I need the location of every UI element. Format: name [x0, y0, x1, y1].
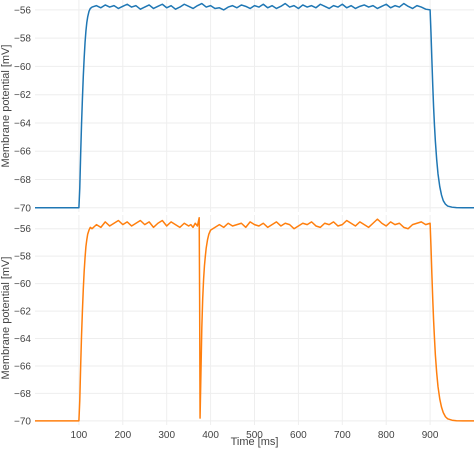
- top-y-tick-label: −60: [14, 62, 31, 73]
- top-y-tick-label: −70: [14, 203, 31, 214]
- bottom-y-tick-label: −70: [14, 416, 31, 427]
- top-y-tick-label: −62: [14, 90, 31, 101]
- bottom-y-tick-label: −56: [14, 224, 31, 235]
- top-y-tick-label: −58: [14, 34, 31, 45]
- bottom-y-tick-label: −62: [14, 307, 31, 318]
- top-y-tick-label: −64: [14, 118, 31, 129]
- bottom-x-tick-label: 900: [422, 430, 439, 441]
- top-y-axis-title: Membrane potential [mV]: [0, 45, 12, 168]
- bottom-y-tick-label: −58: [14, 252, 31, 263]
- bottom-series-line: [35, 217, 474, 422]
- bottom-x-tick-label: 700: [334, 430, 351, 441]
- bottom-x-axis-title: Time [ms]: [231, 436, 279, 448]
- bottom-y-tick-label: −68: [14, 389, 31, 400]
- bottom-y-axis-title: Membrane potential [mV]: [0, 257, 12, 380]
- top-y-tick-label: −68: [14, 175, 31, 186]
- top-y-tick-label: −56: [14, 5, 31, 16]
- bottom-x-tick-label: 400: [202, 430, 219, 441]
- bottom-x-tick-label: 500: [246, 430, 263, 441]
- bottom-x-tick-label: 800: [378, 430, 395, 441]
- bottom-x-tick-label: 600: [290, 430, 307, 441]
- bottom-x-tick-label: 200: [114, 430, 131, 441]
- top-series-line: [35, 2, 474, 209]
- bottom-y-tick-label: −60: [14, 279, 31, 290]
- bottom-x-tick-label: 100: [71, 430, 88, 441]
- bottom-y-tick-label: −64: [14, 334, 31, 345]
- bottom-panel: −70 −68 −66 −64 −62 −60 −58 −56 100 200 300 400 500 6…: [0, 215, 474, 448]
- bottom-y-tick-label: −66: [14, 361, 31, 372]
- top-y-tick-label: −66: [14, 147, 31, 158]
- bottom-x-tick-label: 300: [158, 430, 175, 441]
- top-panel: −70 −68 −66 −64 −62 −60 −58 −56 Membrane potenti…: [0, 0, 474, 214]
